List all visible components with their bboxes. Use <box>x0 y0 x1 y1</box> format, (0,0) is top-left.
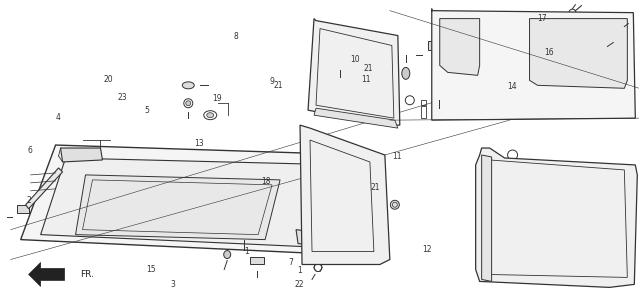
Text: 1: 1 <box>297 266 302 275</box>
Bar <box>484 24 525 55</box>
Text: 2: 2 <box>26 196 31 205</box>
Ellipse shape <box>191 171 246 181</box>
Text: 4: 4 <box>56 113 61 121</box>
Text: 21: 21 <box>364 64 373 73</box>
Text: 17: 17 <box>538 14 547 24</box>
Polygon shape <box>29 263 65 286</box>
Bar <box>17 205 29 213</box>
Ellipse shape <box>598 44 605 53</box>
Polygon shape <box>76 175 280 240</box>
Bar <box>589 203 609 215</box>
Polygon shape <box>20 145 365 255</box>
Bar <box>330 46 380 85</box>
Ellipse shape <box>299 244 305 251</box>
Text: 6: 6 <box>28 146 33 155</box>
Ellipse shape <box>615 25 622 32</box>
Text: 15: 15 <box>147 265 156 274</box>
Text: 11: 11 <box>392 152 401 161</box>
Bar <box>212 200 237 210</box>
Bar <box>509 228 529 240</box>
Ellipse shape <box>336 83 344 94</box>
Bar <box>250 256 264 264</box>
Text: 21: 21 <box>274 81 284 91</box>
Text: 21: 21 <box>370 183 380 192</box>
Bar <box>320 195 355 205</box>
Polygon shape <box>26 168 63 209</box>
Bar <box>477 19 532 60</box>
Text: 5: 5 <box>144 106 148 115</box>
Polygon shape <box>440 19 479 75</box>
Text: 12: 12 <box>422 245 432 254</box>
Polygon shape <box>61 148 102 162</box>
Bar <box>335 50 375 80</box>
Bar <box>484 205 492 220</box>
Text: 18: 18 <box>261 177 271 185</box>
Polygon shape <box>308 19 400 125</box>
Text: 7: 7 <box>289 258 294 267</box>
Ellipse shape <box>164 208 186 217</box>
Bar <box>320 215 355 225</box>
Polygon shape <box>40 158 345 248</box>
Polygon shape <box>476 148 637 287</box>
Text: 13: 13 <box>194 139 204 148</box>
Ellipse shape <box>224 251 230 259</box>
Text: 9: 9 <box>269 77 274 86</box>
Polygon shape <box>296 230 338 248</box>
Text: 20: 20 <box>103 75 113 84</box>
Polygon shape <box>300 125 390 264</box>
Ellipse shape <box>186 101 191 106</box>
Ellipse shape <box>402 67 410 79</box>
Text: 11: 11 <box>361 75 371 84</box>
Text: 22: 22 <box>295 280 304 289</box>
Bar <box>420 100 426 105</box>
Bar <box>484 235 492 250</box>
Bar <box>509 203 529 215</box>
Polygon shape <box>314 108 398 128</box>
Polygon shape <box>529 19 627 88</box>
Bar <box>428 40 434 50</box>
Polygon shape <box>482 155 492 282</box>
Ellipse shape <box>390 200 399 209</box>
Bar <box>320 170 355 180</box>
Bar <box>589 228 609 240</box>
Text: 19: 19 <box>212 94 221 103</box>
Text: 23: 23 <box>117 93 127 102</box>
Text: 3: 3 <box>171 280 175 289</box>
Bar <box>435 80 443 90</box>
Polygon shape <box>432 9 636 120</box>
Text: 1: 1 <box>244 248 249 256</box>
Bar <box>600 92 607 100</box>
Text: 16: 16 <box>544 48 554 57</box>
Bar <box>484 180 492 195</box>
Ellipse shape <box>118 169 179 179</box>
Text: 10: 10 <box>350 55 360 64</box>
Bar <box>420 106 426 118</box>
Text: FR.: FR. <box>81 270 94 279</box>
Ellipse shape <box>182 82 195 89</box>
Text: 8: 8 <box>234 32 238 41</box>
Text: 14: 14 <box>507 82 516 91</box>
Ellipse shape <box>207 113 214 118</box>
Ellipse shape <box>241 233 248 240</box>
